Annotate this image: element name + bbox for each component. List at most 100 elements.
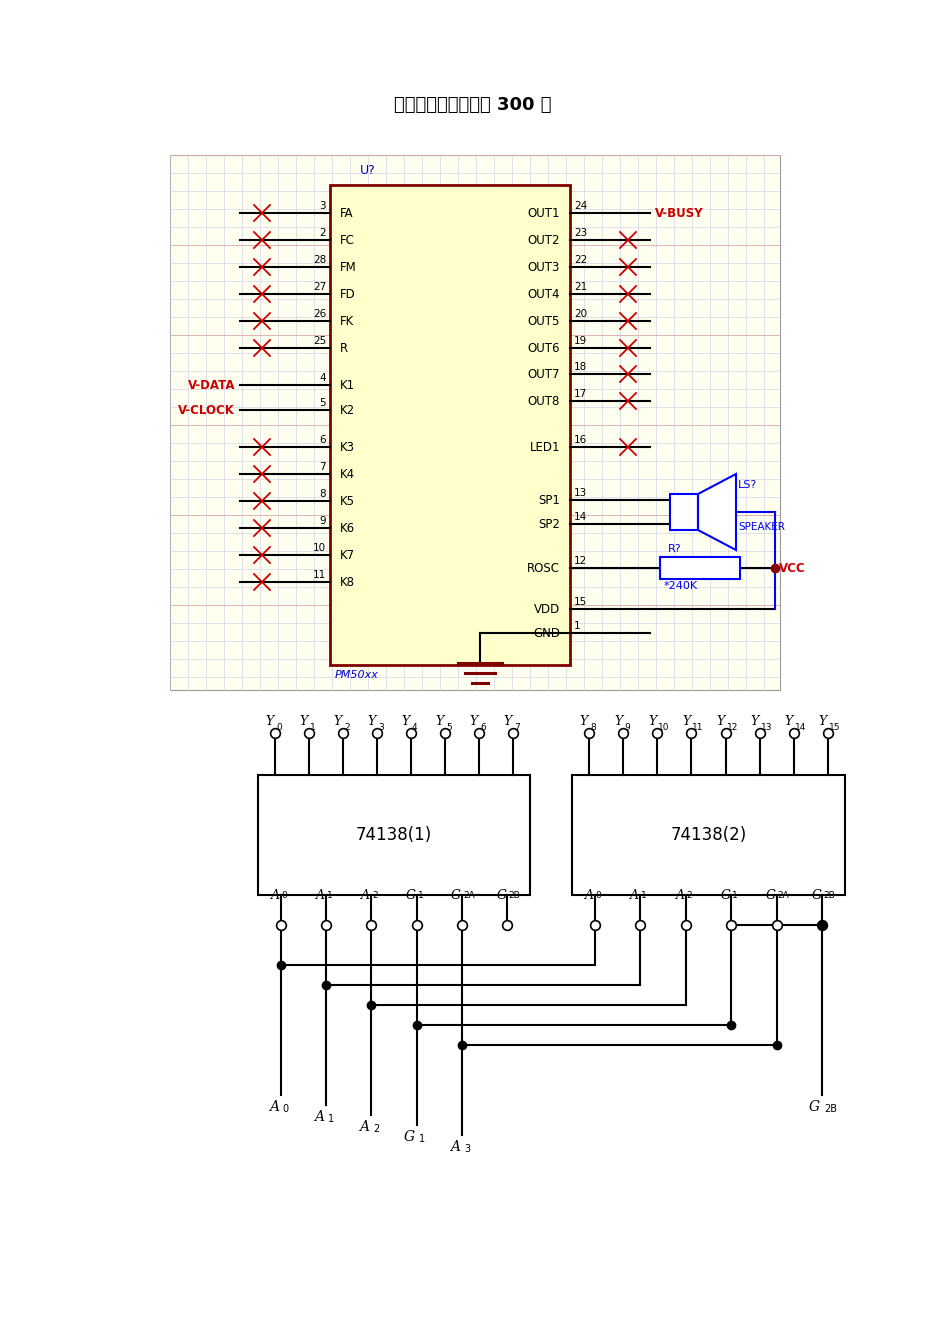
- Text: 8: 8: [319, 488, 326, 499]
- Text: 9: 9: [319, 516, 326, 526]
- Text: 0: 0: [282, 1104, 289, 1115]
- Text: 28: 28: [312, 256, 326, 265]
- Text: 8: 8: [589, 723, 595, 732]
- Bar: [571, 775, 844, 895]
- Text: SPEAKER: SPEAKER: [737, 522, 784, 533]
- Text: SP2: SP2: [537, 518, 560, 530]
- Text: FM: FM: [340, 261, 357, 273]
- Text: VDD: VDD: [533, 602, 560, 615]
- Text: LED1: LED1: [529, 440, 560, 454]
- Text: A: A: [359, 1120, 369, 1135]
- Text: 15: 15: [573, 597, 586, 607]
- Text: A: A: [630, 888, 638, 902]
- Text: 18: 18: [573, 363, 586, 372]
- Text: 电子电路实用原理图 300 例: 电子电路实用原理图 300 例: [394, 96, 550, 114]
- Text: 26: 26: [312, 309, 326, 318]
- Text: 7: 7: [319, 462, 326, 472]
- Text: G: G: [765, 888, 775, 902]
- Text: K4: K4: [340, 467, 355, 480]
- Text: 0: 0: [281, 891, 287, 900]
- Text: PM50xx: PM50xx: [334, 670, 379, 680]
- Text: Y: Y: [299, 714, 308, 728]
- Text: 4: 4: [412, 723, 417, 732]
- Text: VCC: VCC: [778, 562, 805, 574]
- Text: Y: Y: [469, 714, 478, 728]
- Text: Y: Y: [333, 714, 342, 728]
- Text: Y: Y: [367, 714, 376, 728]
- Text: G: G: [403, 1131, 414, 1144]
- Text: FD: FD: [340, 288, 355, 301]
- Text: R: R: [340, 341, 347, 355]
- Text: Y: Y: [784, 714, 792, 728]
- Text: Y: Y: [580, 714, 587, 728]
- Text: 2: 2: [686, 891, 692, 900]
- Bar: [669, 494, 698, 530]
- Text: OUT2: OUT2: [527, 234, 560, 246]
- Text: 6: 6: [319, 435, 326, 446]
- Text: SP1: SP1: [537, 494, 560, 507]
- Text: Y: Y: [682, 714, 690, 728]
- Text: V-BUSY: V-BUSY: [654, 206, 703, 219]
- Bar: [170, 155, 779, 690]
- Text: OUT3: OUT3: [527, 261, 560, 273]
- Text: 1: 1: [328, 1115, 334, 1124]
- Text: A: A: [449, 1140, 460, 1153]
- Text: A: A: [675, 888, 684, 902]
- Text: 2A: 2A: [463, 891, 474, 900]
- Text: A: A: [315, 888, 325, 902]
- Text: Y: Y: [401, 714, 410, 728]
- Text: G: G: [496, 888, 506, 902]
- Text: 11: 11: [692, 723, 703, 732]
- Text: 1: 1: [573, 621, 580, 632]
- Text: 6: 6: [480, 723, 485, 732]
- Text: 1: 1: [327, 891, 332, 900]
- Text: 27: 27: [312, 282, 326, 292]
- Text: R?: R?: [667, 545, 681, 554]
- Text: K2: K2: [340, 404, 355, 416]
- Text: 5: 5: [319, 397, 326, 408]
- Bar: [258, 775, 530, 895]
- Text: 20: 20: [573, 309, 586, 318]
- Text: A: A: [268, 1100, 278, 1115]
- Text: 2: 2: [373, 1124, 379, 1135]
- Text: 10: 10: [658, 723, 669, 732]
- Text: 21: 21: [573, 282, 586, 292]
- Text: *240K: *240K: [664, 581, 698, 591]
- Text: 0: 0: [595, 891, 601, 900]
- Text: ROSC: ROSC: [527, 562, 560, 574]
- Text: Y: Y: [503, 714, 512, 728]
- Text: FK: FK: [340, 314, 354, 328]
- Text: FA: FA: [340, 206, 353, 219]
- Text: 2B: 2B: [508, 891, 519, 900]
- Text: 14: 14: [573, 512, 586, 522]
- Text: 1: 1: [641, 891, 647, 900]
- Text: 25: 25: [312, 336, 326, 347]
- Text: 2: 2: [372, 891, 378, 900]
- Text: 14: 14: [794, 723, 805, 732]
- Text: FC: FC: [340, 234, 355, 246]
- Text: 17: 17: [573, 389, 586, 399]
- Text: V-DATA: V-DATA: [187, 379, 235, 392]
- Text: OUT8: OUT8: [527, 395, 560, 408]
- Text: OUT4: OUT4: [527, 288, 560, 301]
- Text: 4: 4: [319, 373, 326, 383]
- Text: G: G: [719, 888, 730, 902]
- Text: A: A: [361, 888, 370, 902]
- Text: 1: 1: [732, 891, 737, 900]
- Text: 2: 2: [344, 723, 349, 732]
- Bar: [329, 185, 569, 665]
- Text: 3: 3: [378, 723, 383, 732]
- Text: OUT5: OUT5: [527, 314, 560, 328]
- Text: K5: K5: [340, 495, 355, 507]
- Text: 11: 11: [312, 570, 326, 579]
- Text: OUT7: OUT7: [527, 368, 560, 380]
- Text: Y: Y: [750, 714, 758, 728]
- Text: 1: 1: [310, 723, 315, 732]
- Text: K7: K7: [340, 549, 355, 562]
- Text: OUT6: OUT6: [527, 341, 560, 355]
- Text: 74138(2): 74138(2): [669, 826, 746, 844]
- Text: 2A: 2A: [777, 891, 788, 900]
- Text: V-CLOCK: V-CLOCK: [177, 404, 235, 416]
- Text: G: G: [405, 888, 415, 902]
- Text: G: G: [808, 1100, 819, 1115]
